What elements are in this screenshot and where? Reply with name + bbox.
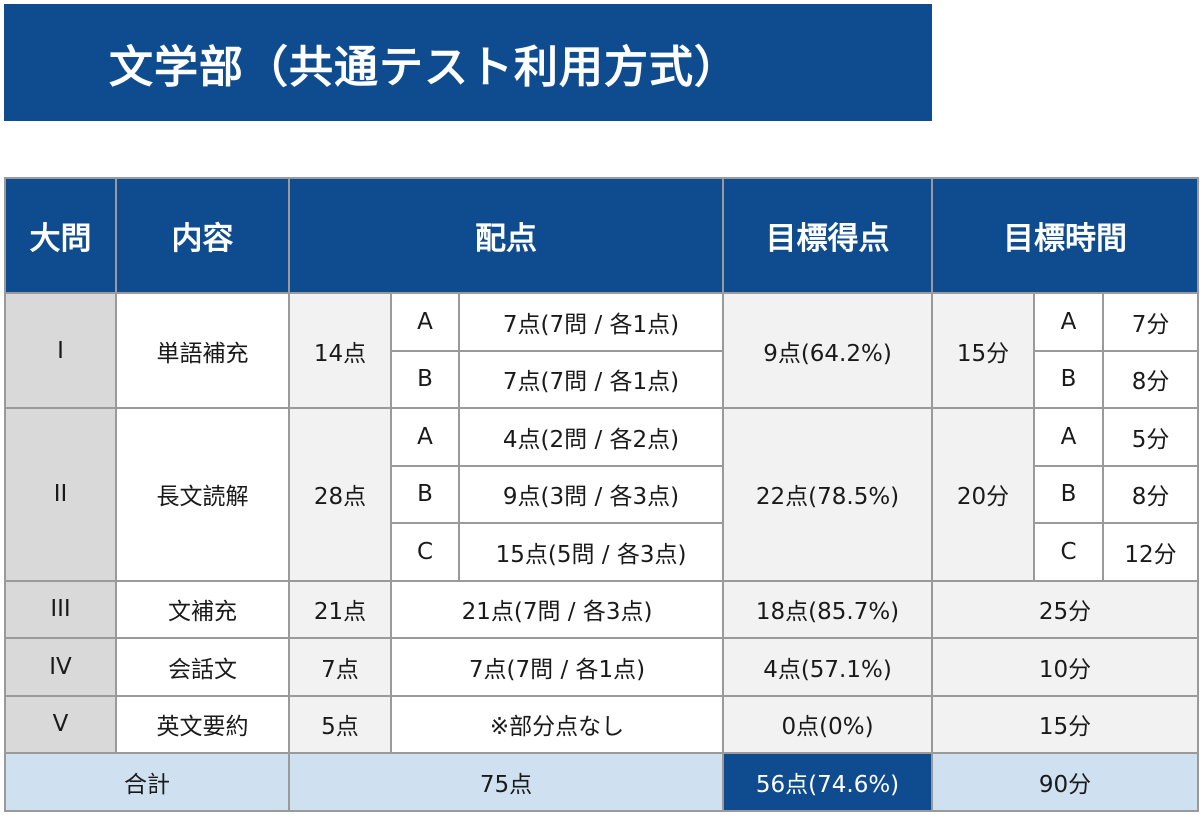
target-time: 20分 bbox=[931, 407, 1036, 582]
target-time: 25分 bbox=[931, 579, 1200, 639]
question-points: 28点 bbox=[288, 407, 392, 582]
table-row: B 9点(3問 / 各3点) B 8分 bbox=[5, 464, 1200, 524]
total-target-time: 90分 bbox=[931, 752, 1200, 812]
question-number: I bbox=[4, 292, 117, 409]
table-row: III 文補充 21点 21点(7問 / 各3点) 18点(85.7%) 25分 bbox=[4, 579, 1200, 639]
time-part-label: A bbox=[1033, 292, 1105, 352]
time-part-value: 8分 bbox=[1102, 349, 1200, 409]
part-detail: 4点(2問 / 各2点) bbox=[457, 407, 725, 467]
header-target-score: 目標得点 bbox=[722, 177, 934, 294]
part-label: A bbox=[390, 407, 460, 467]
header-question: 大問 bbox=[4, 177, 117, 294]
points-detail: ※部分点なし bbox=[389, 694, 725, 754]
table-row: C 15点(5問 / 各3点) C 12分 bbox=[5, 522, 1200, 582]
question-content: 単語補充 bbox=[115, 292, 290, 409]
time-part-value: 8分 bbox=[1102, 464, 1200, 524]
target-time: 10分 bbox=[931, 637, 1200, 697]
table-row: I 単語補充 14点 A 7点(7問 / 各1点) 9点(64.2%) 15分 … bbox=[4, 292, 1200, 409]
total-target-score: 56点(74.6%) bbox=[722, 752, 934, 812]
header-row: 大問 内容 配点 目標得点 目標時間 bbox=[4, 177, 1200, 294]
part-detail: 9点(3問 / 各3点) bbox=[457, 464, 725, 524]
target-time: 15分 bbox=[931, 694, 1200, 754]
part-detail: 7点(7問 / 各1点) bbox=[457, 292, 725, 352]
header-points: 配点 bbox=[287, 177, 725, 294]
part-detail: 15点(5問 / 各3点) bbox=[457, 522, 725, 582]
question-content: 文補充 bbox=[115, 579, 290, 639]
table-row: V 英文要約 5点 ※部分点なし 0点(0%) 15分 bbox=[4, 694, 1200, 754]
page-title: 文学部（共通テスト利用方式） bbox=[109, 41, 739, 93]
part-label: B bbox=[390, 464, 460, 524]
time-part-label: A bbox=[1033, 407, 1105, 467]
question-points: 7点 bbox=[288, 637, 392, 697]
time-part-value: 7分 bbox=[1102, 292, 1200, 352]
question-points: 5点 bbox=[288, 694, 392, 754]
header-content: 内容 bbox=[115, 177, 290, 294]
table-row: B 7点(7問 / 各1点) B 8分 bbox=[5, 349, 1200, 409]
part-label: A bbox=[390, 292, 460, 352]
question-content: 長文読解 bbox=[115, 407, 290, 582]
time-part-label: C bbox=[1033, 522, 1105, 582]
table-row: IV 会話文 7点 7点(7問 / 各1点) 4点(57.1%) 10分 bbox=[4, 637, 1200, 697]
target-score: 0点(0%) bbox=[722, 694, 934, 754]
total-label: 合計 bbox=[4, 752, 290, 812]
question-points: 14点 bbox=[288, 292, 392, 409]
question-content: 英文要約 bbox=[115, 694, 290, 754]
header-target-time: 目標時間 bbox=[931, 177, 1200, 294]
question-content: 会話文 bbox=[115, 637, 290, 697]
question-number: II bbox=[4, 407, 117, 582]
time-part-label: B bbox=[1033, 349, 1105, 409]
question-number: V bbox=[4, 694, 117, 754]
title-banner: 文学部（共通テスト利用方式） bbox=[4, 4, 932, 121]
target-score: 22点(78.5%) bbox=[722, 407, 934, 582]
target-time: 15分 bbox=[931, 292, 1036, 409]
points-detail: 21点(7問 / 各3点) bbox=[389, 579, 725, 639]
total-points: 75点 bbox=[287, 752, 725, 812]
total-row: 合計 75点 56点(74.6%) 90分 bbox=[4, 752, 1200, 812]
part-label: C bbox=[390, 522, 460, 582]
target-score: 18点(85.7%) bbox=[722, 579, 934, 639]
time-part-value: 12分 bbox=[1102, 522, 1200, 582]
part-label: B bbox=[390, 349, 460, 409]
time-part-value: 5分 bbox=[1102, 407, 1200, 467]
question-number: III bbox=[4, 579, 117, 639]
question-number: IV bbox=[4, 637, 117, 697]
table-row: II 長文読解 28点 A 4点(2問 / 各2点) 22点(78.5%) 20… bbox=[4, 407, 1200, 582]
part-detail: 7点(7問 / 各1点) bbox=[457, 349, 725, 409]
points-detail: 7点(7問 / 各1点) bbox=[389, 637, 725, 697]
target-score: 4点(57.1%) bbox=[722, 637, 934, 697]
time-part-label: B bbox=[1033, 464, 1105, 524]
target-score: 9点(64.2%) bbox=[722, 292, 934, 409]
question-points: 21点 bbox=[288, 579, 392, 639]
score-table: 大問 内容 配点 目標得点 目標時間 I 単語補充 14点 A 7点(7問 / … bbox=[4, 177, 1200, 812]
